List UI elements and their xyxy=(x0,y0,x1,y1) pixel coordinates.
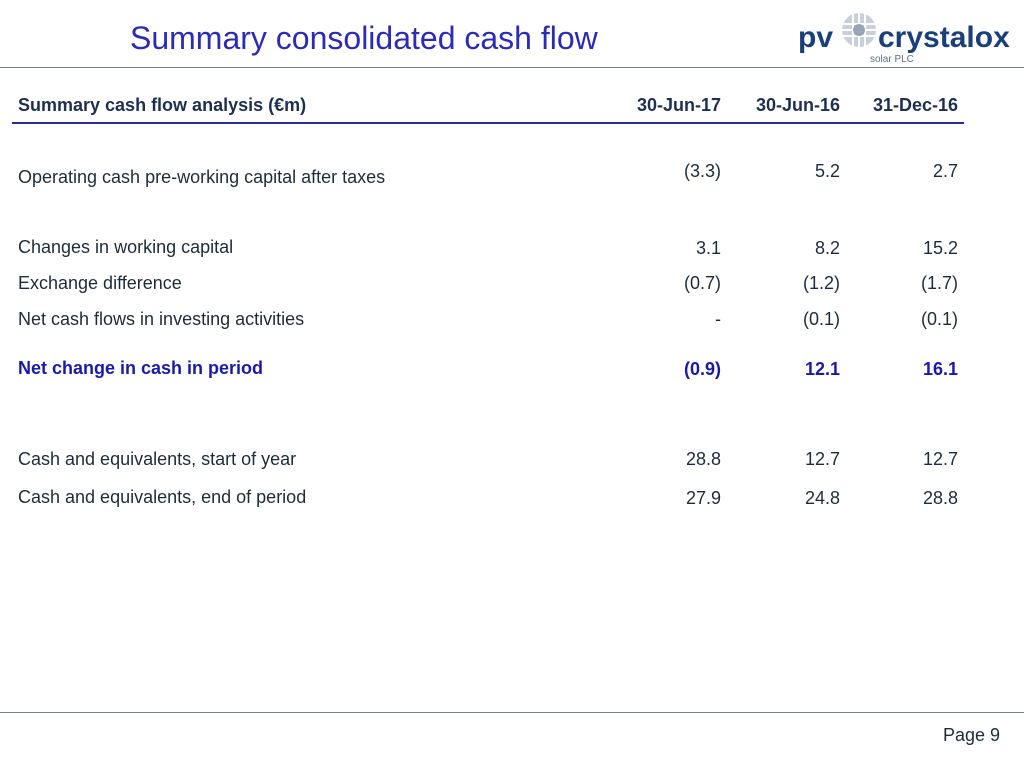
row-value-cash-end-of-period-31-dec-16: 28.8 xyxy=(922,488,958,508)
row-value-working-capital-31-dec-16: 15.2 xyxy=(922,238,958,258)
row-value-exchange-difference-31-dec-16: (1.7) xyxy=(920,273,958,293)
column-header-30-jun-17: 30-Jun-17 xyxy=(636,95,721,115)
row-value-cash-end-of-period-30-jun-17: 27.9 xyxy=(685,488,721,508)
column-header-30-jun-16: 30-Jun-16 xyxy=(755,95,840,115)
row-label-cash-start-of-year: Cash and equivalents, start of year xyxy=(18,449,297,469)
column-header-31-dec-16: 31-Dec-16 xyxy=(872,95,958,115)
row-value-exchange-difference-30-jun-16: (1.2) xyxy=(802,273,840,293)
row-value-operating-cash-31-dec-16: 2.7 xyxy=(932,161,958,181)
row-label-net-change-in-cash: Net change in cash in period xyxy=(18,358,264,378)
row-value-cash-start-of-year-30-jun-16: 12.7 xyxy=(804,449,840,469)
row-label-exchange-difference: Exchange difference xyxy=(18,273,182,293)
logo-subtitle: solar PLC xyxy=(870,54,914,65)
row-value-cash-start-of-year-30-jun-17: 28.8 xyxy=(685,449,721,469)
row-value-working-capital-30-jun-17: 3.1 xyxy=(695,238,721,258)
table-header-label: Summary cash flow analysis (€m) xyxy=(18,95,307,115)
logo-text-crystalox: crystalox xyxy=(878,21,1010,54)
row-value-operating-cash-30-jun-17: (3.3) xyxy=(683,161,721,181)
row-value-investing-activities-30-jun-16: (0.1) xyxy=(802,309,840,329)
row-value-net-change-in-cash-31-dec-16: 16.1 xyxy=(922,359,958,379)
row-label-operating-cash: Operating cash pre-working capital after… xyxy=(18,167,386,187)
header-divider xyxy=(12,122,964,124)
row-value-working-capital-30-jun-16: 8.2 xyxy=(814,238,840,258)
footer-divider xyxy=(0,712,1024,713)
row-label-cash-end-of-period: Cash and equivalents, end of period xyxy=(18,487,307,507)
row-label-working-capital: Changes in working capital xyxy=(18,237,234,257)
logo-text-pv: pv xyxy=(798,21,833,54)
row-value-net-change-in-cash-30-jun-16: 12.1 xyxy=(804,359,840,379)
pv-crystalox-logo: pv crystalox solar PLC xyxy=(798,13,1010,65)
row-value-exchange-difference-30-jun-17: (0.7) xyxy=(683,273,721,293)
row-value-operating-cash-30-jun-16: 5.2 xyxy=(814,161,840,181)
row-value-investing-activities-30-jun-17: - xyxy=(715,309,721,329)
row-value-investing-activities-31-dec-16: (0.1) xyxy=(920,309,958,329)
row-value-cash-end-of-period-30-jun-16: 24.8 xyxy=(804,488,840,508)
sun-grid-icon xyxy=(842,13,876,47)
row-label-investing-activities: Net cash flows in investing activities xyxy=(18,309,305,329)
row-value-cash-start-of-year-31-dec-16: 12.7 xyxy=(922,449,958,469)
company-logo: pv crystalox solar PLC xyxy=(796,6,1020,66)
row-value-net-change-in-cash-30-jun-17: (0.9) xyxy=(683,359,721,379)
page-title: Summary consolidated cash flow xyxy=(130,20,598,56)
title-divider xyxy=(0,67,1024,68)
page-number: Page 9 xyxy=(942,725,1000,745)
